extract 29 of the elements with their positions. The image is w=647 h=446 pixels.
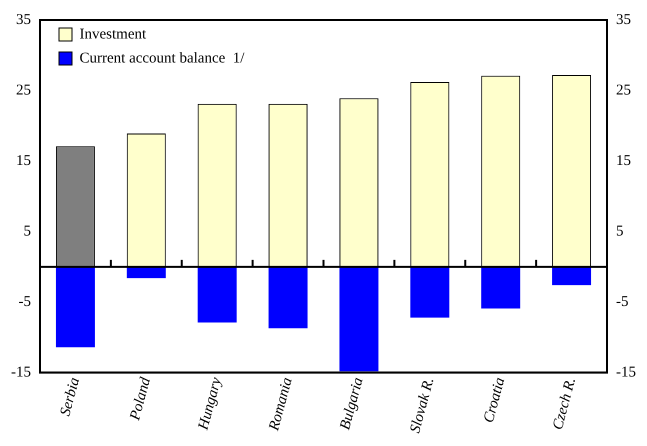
y2-tick-label: 25 — [616, 82, 632, 98]
y-tick-label: 25 — [16, 82, 31, 98]
y-tick-label: 5 — [23, 224, 31, 240]
bar — [552, 266, 592, 286]
y-tick-label: -5 — [18, 294, 31, 310]
legend-label: Investment — [79, 26, 147, 42]
bar — [198, 266, 237, 323]
y2-tick-label: 5 — [616, 224, 624, 240]
y-tick-label: -15 — [10, 364, 31, 381]
x-tick-label: Hungary — [195, 376, 225, 432]
bar — [481, 266, 520, 308]
x-tick-label: Poland — [127, 375, 154, 423]
x-tick-label: Bulgaria — [337, 376, 367, 432]
bar — [339, 266, 378, 372]
y2-tick-label: -15 — [616, 364, 636, 381]
bar — [56, 266, 95, 348]
y-tick-label: 15 — [16, 152, 31, 169]
bar — [410, 266, 450, 318]
y-tick-label: 35 — [16, 12, 31, 28]
x-tick-label: Serbia — [58, 376, 84, 418]
x-tick-label: Czech R. — [550, 376, 580, 432]
y2-tick-label: -5 — [616, 294, 629, 310]
y2-tick-label: 35 — [616, 12, 632, 28]
bar — [268, 266, 308, 328]
x-tick-label: Slovak R. — [407, 376, 438, 435]
x-tick-label: Romania — [266, 376, 296, 434]
legend-label: Current account balance 1/ — [79, 50, 246, 66]
x-tick-label: Croatia — [480, 376, 508, 425]
y2-tick-label: 15 — [616, 152, 632, 169]
